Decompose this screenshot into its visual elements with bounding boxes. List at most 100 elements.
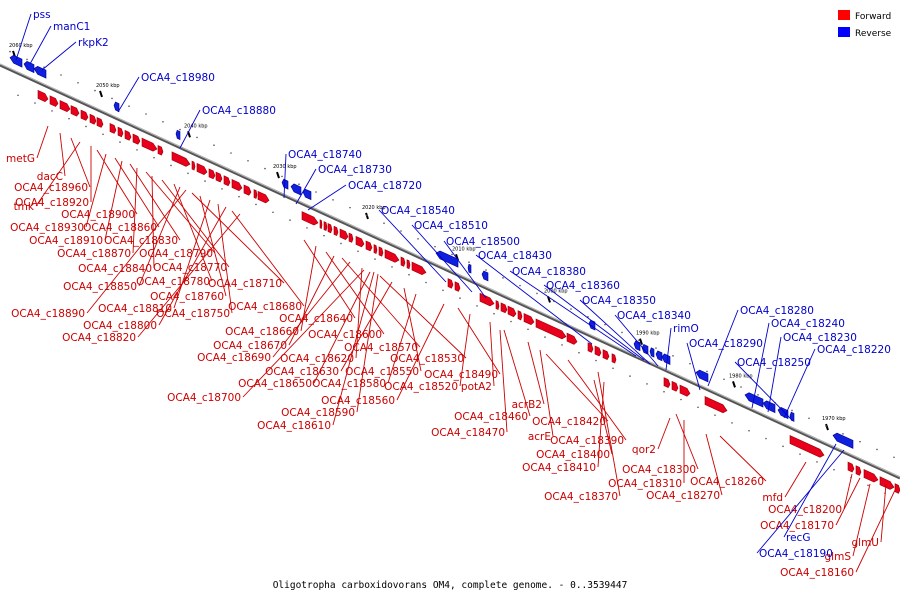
axis-dot — [255, 203, 257, 206]
axis-dot — [68, 117, 70, 120]
gene-label-leader — [283, 153, 287, 199]
forward-gene-label: OCA4_c18170 — [760, 520, 834, 532]
forward-gene — [378, 246, 384, 257]
axis-dot — [825, 425, 827, 427]
reverse-gene-label: OCA4_c18510 — [414, 220, 488, 232]
forward-gene-label: OCA4_c18890 — [11, 308, 85, 320]
reverse-gene-label: OCA4_c18740 — [288, 149, 362, 161]
forward-gene-label: acrE — [528, 431, 551, 443]
forward-gene-label: OCA4_c18770 — [153, 262, 227, 274]
gene-label-leader — [880, 483, 887, 543]
forward-gene — [191, 160, 196, 171]
axis-dot — [842, 433, 844, 435]
gene-label-leader — [657, 417, 671, 450]
axis-dot — [493, 312, 495, 315]
axis-dot — [136, 149, 138, 151]
forward-gene-label: OCA4_c18390 — [550, 435, 624, 447]
forward-gene — [117, 126, 124, 138]
reverse-gene-label: OCA4_c18360 — [546, 280, 620, 292]
forward-gene-label: mfd — [762, 492, 783, 504]
forward-gene-label: OCA4_c18310 — [608, 478, 682, 490]
legend-reverse-label: Reverse — [855, 29, 892, 39]
axis-dot — [731, 422, 733, 424]
gene-label-leader — [567, 359, 627, 441]
axis-dot — [264, 167, 266, 170]
forward-gene — [339, 228, 349, 240]
axis-dot — [578, 351, 580, 354]
gene-label-leader — [129, 163, 181, 241]
forward-gene-label: OCA4_c18800 — [83, 320, 157, 332]
axis-dot — [740, 386, 742, 388]
reverse-gene-label: OCA4_c18230 — [783, 332, 857, 344]
reverse-gene-label: OCA4_c18290 — [689, 338, 763, 350]
gene-label-leader — [852, 483, 871, 557]
forward-gene-label: OCA4_c18520 — [384, 381, 458, 393]
axis-dot — [102, 133, 104, 136]
forward-gene — [671, 380, 679, 392]
forward-gene-label: OCA4_c18690 — [197, 352, 271, 364]
axis-dot — [323, 234, 325, 237]
forward-gene-label: OCA4_c18630 — [265, 366, 339, 378]
axis-dot — [349, 206, 351, 209]
axis-dot — [672, 355, 674, 357]
reverse-gene-label: OCA4_c18380 — [512, 266, 586, 278]
axis-dot — [757, 394, 759, 396]
gene-label-leader — [132, 167, 138, 254]
forward-gene — [789, 435, 825, 458]
forward-gene-label: OCA4_c18620 — [280, 353, 354, 365]
gene-label-leader — [707, 309, 739, 387]
forward-gene-label: OCA4_c18850 — [63, 281, 137, 293]
forward-gene-label: OCA4_c18840 — [78, 263, 152, 275]
forward-gene-label: OCA4_c18670 — [213, 340, 287, 352]
gene-label-leader — [411, 224, 473, 293]
forward-gene — [157, 145, 164, 156]
forward-gene-label: OCA4_c18910 — [29, 235, 103, 247]
reverse-gene-label: OCA4_c18730 — [318, 164, 392, 176]
gene-label-leader — [217, 203, 233, 314]
reverse-gene-label: OCA4_c18430 — [478, 250, 552, 262]
gene-label-group: metGdacCOCA4_c18960tmkOCA4_c18920OCA4_c1… — [6, 9, 897, 579]
legend-forward-label: Forward — [855, 12, 891, 22]
forward-gene — [348, 232, 354, 243]
forward-gene — [323, 221, 328, 232]
gene-label-leader — [231, 210, 305, 307]
map-caption: Oligotropha carboxidovorans OM4, complet… — [273, 580, 628, 591]
forward-gene-label: OCA4_c18930 — [10, 222, 84, 234]
tick-label: 2050 kbp — [96, 83, 120, 89]
gene-label-leader — [332, 271, 375, 426]
forward-gene — [411, 261, 427, 276]
forward-gene — [479, 292, 495, 307]
reverse-gene-label: OCA4_c18220 — [817, 344, 891, 356]
reverse-gene — [695, 369, 709, 383]
gene-label-leader — [114, 157, 160, 228]
axis-dot — [689, 362, 691, 365]
axis-dot — [170, 164, 172, 167]
reverse-gene-label: OCA4_c18340 — [617, 310, 691, 322]
forward-gene — [447, 278, 454, 289]
gene-label-leader — [104, 160, 123, 241]
forward-gene — [406, 259, 411, 270]
gene-label-leader — [242, 269, 365, 398]
axis-dot — [51, 110, 53, 112]
axis-dot — [340, 242, 342, 245]
tick-label: 2010 kbp — [452, 246, 476, 252]
forward-gene-label: OCA4_c18810 — [98, 303, 172, 315]
reverse-gene-label: pss — [33, 9, 51, 21]
axis-dot — [502, 277, 504, 279]
gene-label-leader — [475, 254, 593, 345]
forward-gene — [679, 384, 691, 397]
axis-dot — [459, 297, 461, 299]
forward-gene-label: OCA4_c18610 — [257, 420, 331, 432]
reverse-gene — [113, 101, 120, 113]
forward-gene — [587, 342, 594, 353]
gene-label-leader — [457, 307, 501, 375]
axis-dot — [408, 273, 410, 276]
reverse-gene — [175, 129, 181, 141]
forward-gene — [109, 123, 117, 134]
forward-gene-label: OCA4_c18400 — [536, 449, 610, 461]
axis-dot — [366, 214, 368, 217]
reverse-gene-label: recG — [786, 532, 810, 544]
reverse-gene — [467, 263, 472, 274]
